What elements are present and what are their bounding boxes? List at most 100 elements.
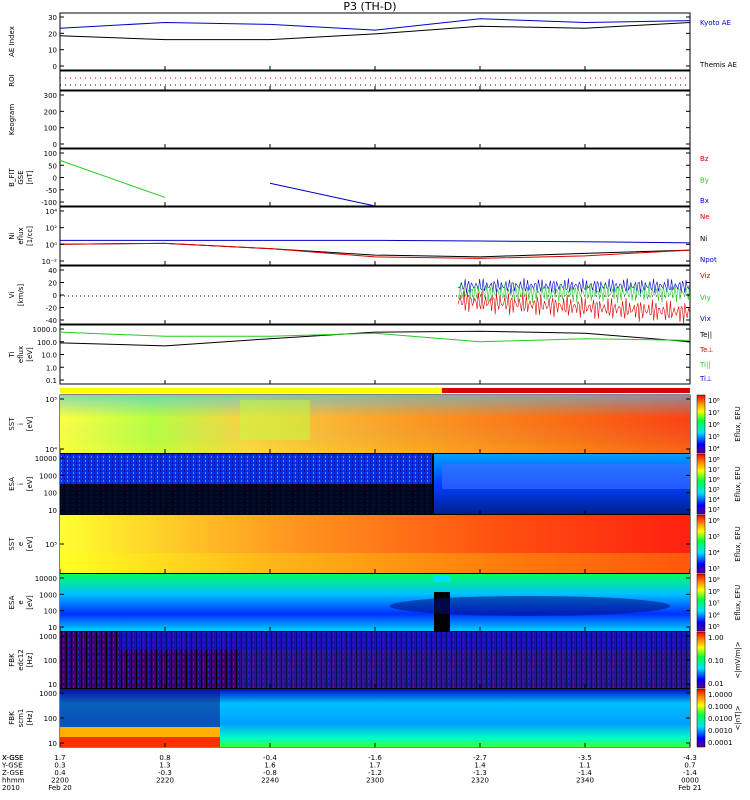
ti-ylabel: Ti: [8, 351, 16, 358]
ne-line: [59, 242, 691, 259]
fbk2-colorbar-tick: 1.0000: [708, 691, 733, 699]
bfit-frame: [59, 148, 691, 207]
sst1-overlay: [60, 395, 690, 453]
ti-tick-label: 1000.0: [33, 326, 58, 334]
sst1-tick-label: 10⁴: [45, 446, 57, 454]
fbk2-ylabel: [Hz]: [26, 711, 34, 726]
ae-tick-label: 0: [53, 63, 57, 71]
bx-line: [269, 182, 376, 207]
ae-legend-0: Kyoto AE: [700, 19, 731, 27]
sst2-ylabel: SST: [8, 537, 16, 551]
ni-tick-label: 10²: [45, 225, 57, 233]
fbk1-colorbar-tick: 1.00: [708, 634, 724, 642]
xaxis-tick-label: 1.7: [369, 762, 380, 770]
esa1-colorbar-label: Eflux, EFU: [734, 466, 742, 501]
fbk2-tick-label: 1000: [39, 690, 57, 698]
esa2-colorbar-tick: 10⁸: [708, 588, 720, 596]
sst1-patch: [240, 400, 310, 440]
xaxis-tick-label: -3.5: [578, 754, 592, 762]
esa2-gap-top: [434, 576, 450, 582]
esa2-colorbar: [696, 573, 706, 632]
fbk1-ylabel: [Hz]: [26, 653, 34, 668]
fbk2-ylabel: scm1: [17, 709, 25, 728]
xaxis-tick-label: 2220: [156, 777, 174, 785]
xaxis-tick-label: 1.1: [579, 762, 590, 770]
ni-legend-2: Npot: [700, 256, 717, 264]
ae-tick-label: 10: [48, 47, 57, 55]
xaxis-tick-label: 0.3: [54, 762, 65, 770]
ti-legend-2: Ti||: [699, 361, 711, 369]
sst2-colorbar-label: Eflux, EFU: [734, 526, 742, 561]
xaxis-tick-label: -2.7: [473, 754, 487, 762]
sst1-ylabel: SST: [8, 417, 16, 431]
keogram-tick-label: 100: [44, 125, 57, 133]
esa1-tick-label: 100: [44, 490, 57, 498]
sst1-colorbar-tick: 10⁸: [708, 397, 720, 405]
fbk1-spectrogram: [60, 632, 690, 688]
xaxis-tick-label: 1.3: [159, 762, 170, 770]
ti-tick-label: 100.0: [37, 339, 57, 347]
esa2-colorbar-label: Eflux, EFU: [734, 585, 742, 620]
ti-ylabel: [eV]: [26, 347, 34, 362]
xaxis-tick-label: -1.4: [578, 769, 592, 777]
npot-line: [60, 239, 691, 244]
xaxis-tick-label: Feb 20: [48, 784, 72, 792]
esa2-colorbar-tick: 10⁷: [708, 600, 720, 608]
ae-frame: [59, 12, 691, 71]
vi-legend-2: Vix: [700, 315, 711, 323]
chart-title: P3 (TH-D): [343, 0, 396, 13]
esa2-ylabel: e: [17, 600, 25, 604]
xaxis-tick-label: 2200: [51, 777, 69, 785]
ni-ylabel: eflux: [17, 227, 25, 244]
ti-legend-3: Ti⊥: [699, 375, 712, 383]
ae-tick-label: 30: [48, 14, 57, 22]
sst1-ylabel: [eV]: [26, 416, 34, 431]
xaxis-tick-label: 1.4: [474, 762, 486, 770]
xaxis-row-label: Y-GSE: [1, 762, 23, 770]
themis-ae-line: [59, 22, 691, 41]
sst2-tick-label: 10⁵: [45, 541, 57, 549]
sst1-ylabel: i: [17, 423, 25, 425]
xaxis-tick-label: -0.3: [158, 769, 172, 777]
esa2-tick-label: 1000: [39, 591, 57, 599]
fbk1-colorbar-tick: 0.01: [708, 680, 724, 688]
xaxis-tick-label: 2320: [471, 777, 489, 785]
ae-ylabel: AE Index: [8, 26, 16, 57]
xaxis-row-label: X-GSE: [2, 754, 24, 762]
ae-tick-label: 20: [48, 30, 57, 38]
esa2-colorbar-tick: 10⁹: [708, 576, 720, 584]
bfit-tick-label: -50: [46, 187, 57, 195]
fbk1-tick-label: 100: [44, 657, 57, 665]
axes-layer: AE Index 0 10 20 30 Kyoto AE Themis AE ROI Keogr…: [1, 14, 742, 792]
esa1-colorbar-tick: 10⁵: [708, 486, 720, 494]
fbk2-tick-label: 10: [48, 740, 57, 748]
vi-ylabel: Vi: [8, 292, 16, 299]
series-layer: [59, 18, 691, 347]
esa1-dark-band: [60, 484, 432, 514]
esa1-colorbar-tick: 10⁴: [708, 496, 720, 504]
sst1-colorbar-tick: 10⁴: [708, 445, 720, 453]
xaxis-tick-label: 0.7: [684, 762, 695, 770]
sst2-colorbar-tick: 10⁴: [708, 549, 720, 557]
xaxis-tick-label: 1.7: [54, 754, 65, 762]
bfit-tick-label: -100: [41, 199, 57, 207]
xaxis-tick-label: -4.3: [683, 754, 697, 762]
xaxis-tick-label: Feb 21: [678, 784, 702, 792]
keogram-ylabel: Keogram: [8, 104, 16, 135]
bfit-legend-1: By: [700, 177, 709, 185]
xaxis-tick-label: -1.4: [683, 769, 697, 777]
sst2-ylabel: e: [17, 542, 25, 546]
vi-series-2: [457, 290, 690, 324]
ae-legend-1: Themis AE: [699, 61, 737, 69]
ni-legend-1: Ni: [700, 235, 707, 243]
keogram-tick-label: 0: [53, 141, 57, 149]
esa2-colorbar-tick: 10⁵: [708, 623, 720, 631]
sst1-colorbar-tick: 10⁷: [708, 409, 720, 417]
esa1-ylabel: ESA: [8, 477, 16, 491]
fbk2-orange: [60, 727, 220, 737]
xaxis-tick-label: 0.8: [159, 754, 170, 762]
xaxis-tick-label: -1.6: [368, 754, 382, 762]
ni-ylabel: Ni: [8, 232, 16, 239]
esa2-ylabel: [eV]: [26, 595, 34, 610]
fbk2-colorbar-label: <|nT|>: [734, 705, 742, 730]
